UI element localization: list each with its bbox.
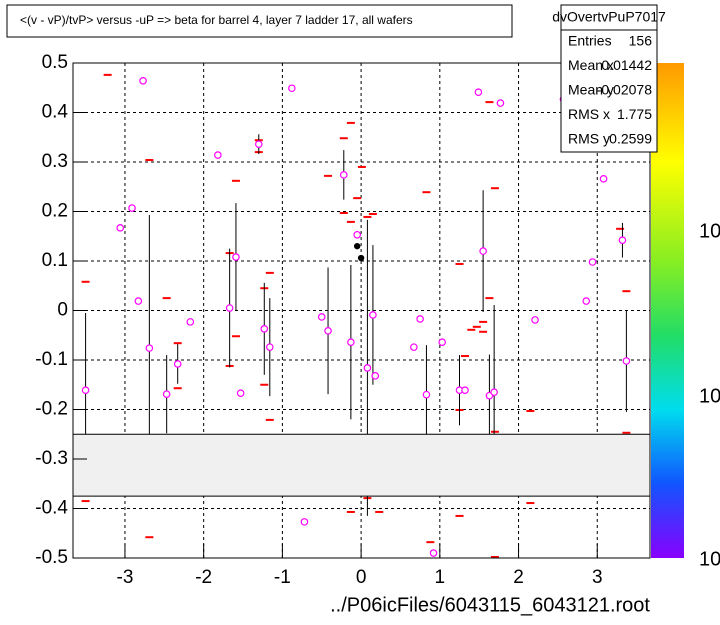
circle-marker [479,247,487,255]
circle-marker [429,549,438,557]
stats-value: 1.775 [617,106,652,122]
circle-marker [134,297,143,305]
circle-marker [300,518,309,526]
shaded-band [73,433,650,497]
circle-marker [145,344,154,352]
dot-marker [353,242,361,250]
circle-marker [116,224,125,232]
circle-marker [186,318,195,326]
circle-marker [317,313,326,321]
y-tick-label: -0.1 [35,349,68,370]
circle-marker [422,390,431,399]
y-tick-label: -0.3 [35,448,68,469]
x-tick-label: 1 [435,567,446,588]
circle-marker [410,343,418,351]
y-tick-label: -0.4 [35,498,68,519]
circle-marker [232,253,240,261]
stats-value: 156 [629,33,653,49]
stats-title: dvOvertvPuP7017 [552,9,666,25]
circle-marker [588,258,597,266]
y-tick-label: -0.2 [35,399,68,420]
circle-marker [324,326,332,335]
circle-marker [173,360,182,368]
stats-label: RMS x [568,106,610,122]
dot-marker [357,254,365,262]
circle-marker [599,175,608,183]
stats-value: 0.2599 [609,131,652,147]
circle-marker [496,99,505,107]
circle-marker [254,140,263,148]
circle-marker [461,386,469,394]
stats-label: Mean y [568,82,614,98]
y-tick-label: -0.5 [35,547,68,568]
palette-label: 10 [699,220,720,242]
circle-marker [369,311,377,319]
x-tick-label: -3 [117,567,134,588]
circle-marker [162,390,171,398]
stats-label: RMS y [568,131,610,147]
circle-marker [225,304,234,312]
circle-marker [347,338,355,346]
circle-marker [214,151,222,159]
circle-marker [339,171,348,179]
stats-value: -0.02078 [597,82,652,98]
circle-marker [416,315,424,323]
stats-label: Mean x [568,57,614,73]
x-tick-label: 3 [592,567,603,588]
circle-marker [363,364,372,372]
circle-marker [618,236,627,245]
y-tick-label: 0.3 [42,151,68,172]
x-axis-label: ../P06icFiles/6043115_6043121.root [330,594,650,616]
title-box [6,4,513,38]
circle-marker [353,230,361,239]
palette-label: 10 [699,385,720,407]
circle-marker [139,77,147,85]
y-tick-label: 0.2 [42,201,68,222]
chart-title: <(v - vP)/tvP> versus -uP => beta for ba… [20,13,413,27]
palette-label: 10 [699,548,720,570]
y-tick-label: 0.4 [42,102,69,123]
stats-value: 0.01442 [601,57,652,73]
circle-marker [622,357,631,365]
x-tick-label: -2 [195,567,212,588]
circle-marker [265,343,274,351]
circle-marker [371,372,380,380]
y-tick-label: 0 [57,300,68,321]
circle-marker [474,88,483,97]
plot-area [73,63,650,558]
circle-marker [531,316,539,324]
circle-marker [236,389,245,397]
circle-marker [128,204,136,212]
circle-marker [260,325,269,333]
x-tick-label: 2 [513,567,524,588]
circle-marker [582,297,591,305]
x-tick-label: -1 [274,567,291,588]
y-tick-label: 0.1 [42,250,68,271]
circle-marker [81,386,90,394]
circle-marker [288,84,296,93]
stats-label: Entries [568,33,612,49]
x-tick-label: 0 [356,567,367,588]
circle-marker [438,338,446,346]
y-tick-label: 0.5 [42,52,68,73]
circle-marker [490,388,498,396]
